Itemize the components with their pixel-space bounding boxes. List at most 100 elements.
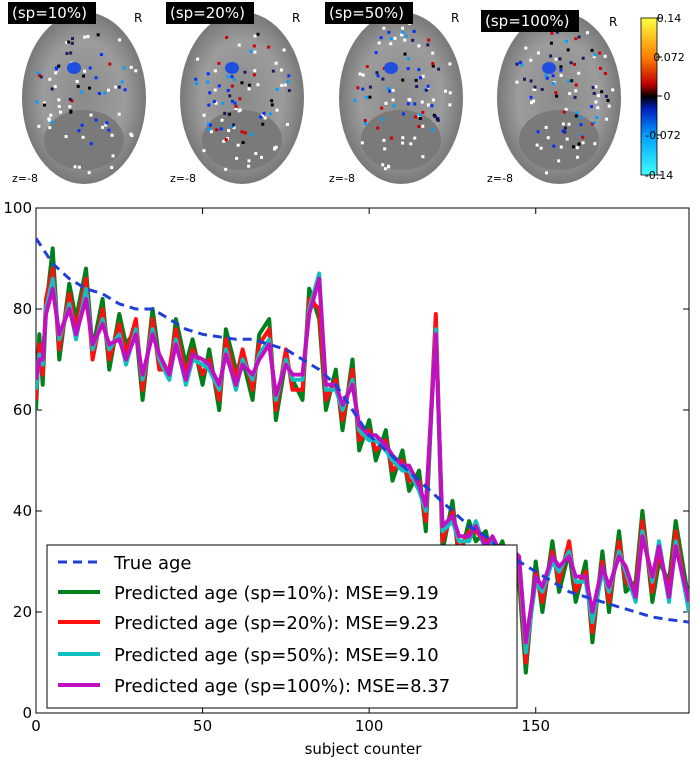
speckle bbox=[234, 106, 238, 110]
activation-voxel bbox=[581, 135, 585, 139]
activation-voxel bbox=[250, 132, 254, 136]
speckle bbox=[130, 134, 134, 138]
activation-voxel bbox=[572, 62, 576, 66]
activation-voxel bbox=[212, 100, 216, 104]
speckle bbox=[279, 68, 283, 72]
speckle bbox=[393, 36, 397, 40]
activation-voxel bbox=[50, 87, 54, 91]
speckle bbox=[594, 85, 598, 89]
colorbar-tick-label: 0.072 bbox=[653, 51, 685, 64]
activation-voxel bbox=[575, 111, 579, 115]
activation-voxel bbox=[389, 136, 393, 140]
activation-voxel bbox=[361, 87, 365, 91]
speckle bbox=[261, 114, 265, 118]
speckle bbox=[544, 171, 548, 175]
speckle bbox=[382, 26, 386, 30]
activation-voxel bbox=[551, 74, 555, 78]
speckle bbox=[524, 46, 528, 50]
activation-voxel bbox=[215, 128, 219, 132]
speckle bbox=[444, 89, 448, 93]
speckle bbox=[391, 88, 395, 92]
activation-voxel bbox=[590, 48, 594, 52]
speckle bbox=[202, 113, 206, 117]
activation-voxel bbox=[117, 85, 121, 89]
x-tick-label: 0 bbox=[31, 717, 41, 735]
activation-voxel bbox=[228, 94, 232, 98]
speckle bbox=[59, 110, 63, 114]
slice-z-label: z=-8 bbox=[329, 172, 355, 185]
cerebellum bbox=[519, 110, 599, 170]
speckle bbox=[53, 84, 57, 88]
activation-voxel bbox=[230, 84, 234, 88]
speckle bbox=[49, 113, 53, 117]
activation-voxel bbox=[77, 129, 81, 133]
speckle bbox=[235, 156, 239, 160]
activation-voxel bbox=[368, 85, 372, 89]
activation-voxel bbox=[94, 76, 98, 80]
activation-voxel bbox=[70, 99, 74, 103]
speckle bbox=[544, 125, 548, 129]
speckle bbox=[421, 155, 425, 159]
speckle bbox=[220, 118, 224, 122]
activation-cluster bbox=[542, 62, 556, 74]
activation-voxel bbox=[381, 77, 385, 81]
activation-voxel bbox=[217, 61, 221, 65]
series-line-true-age bbox=[36, 237, 689, 624]
speckle bbox=[237, 109, 241, 113]
activation-voxel bbox=[577, 142, 581, 146]
activation-voxel bbox=[392, 104, 396, 108]
activation-cluster bbox=[225, 62, 239, 74]
activation-voxel bbox=[574, 37, 578, 41]
activation-voxel bbox=[36, 71, 40, 75]
speckle bbox=[515, 80, 519, 84]
activation-voxel bbox=[270, 99, 274, 103]
activation-voxel bbox=[240, 130, 244, 134]
cerebellum bbox=[44, 110, 124, 170]
activation-voxel bbox=[234, 104, 238, 108]
speckle bbox=[222, 139, 226, 143]
legend: True age Predicted age (sp=10%): MSE=9.1… bbox=[46, 544, 518, 709]
speckle bbox=[106, 88, 110, 92]
speckle bbox=[448, 103, 452, 107]
activation-voxel bbox=[122, 66, 126, 70]
activation-voxel bbox=[252, 44, 256, 48]
y-tick-label: 20 bbox=[13, 603, 32, 621]
speckle bbox=[413, 136, 417, 140]
activation-voxel bbox=[107, 128, 111, 132]
activation-voxel bbox=[194, 77, 198, 81]
activation-voxel bbox=[120, 80, 124, 84]
speckle bbox=[274, 61, 278, 65]
activation-voxel bbox=[387, 86, 391, 90]
speckle bbox=[431, 51, 435, 55]
activation-voxel bbox=[595, 115, 599, 119]
activation-voxel bbox=[431, 128, 435, 132]
series-line-sp100 bbox=[36, 276, 689, 645]
y-tick-label: 60 bbox=[13, 401, 32, 419]
speckle bbox=[75, 79, 79, 83]
speckle bbox=[283, 83, 287, 87]
activation-voxel bbox=[356, 86, 360, 90]
activation-voxel bbox=[381, 117, 385, 121]
activation-voxel bbox=[88, 66, 92, 70]
activation-voxel bbox=[243, 131, 247, 135]
speckle bbox=[377, 41, 381, 45]
speckle bbox=[263, 116, 267, 120]
speckle bbox=[213, 69, 217, 73]
speckle bbox=[259, 155, 263, 159]
activation-voxel bbox=[562, 110, 566, 114]
speckle bbox=[400, 33, 404, 37]
activation-voxel bbox=[604, 94, 608, 98]
y-tick-label: 40 bbox=[13, 502, 32, 520]
speckle bbox=[101, 125, 105, 129]
activation-voxel bbox=[238, 97, 242, 101]
speckle bbox=[358, 72, 362, 76]
activation-cluster bbox=[67, 62, 81, 74]
activation-voxel bbox=[243, 70, 247, 74]
x-axis-label: subject counter bbox=[305, 740, 423, 758]
activation-voxel bbox=[228, 112, 232, 116]
speckle bbox=[536, 51, 540, 55]
orientation-label: R bbox=[451, 11, 459, 25]
speckle bbox=[104, 123, 108, 127]
activation-voxel bbox=[108, 62, 112, 66]
